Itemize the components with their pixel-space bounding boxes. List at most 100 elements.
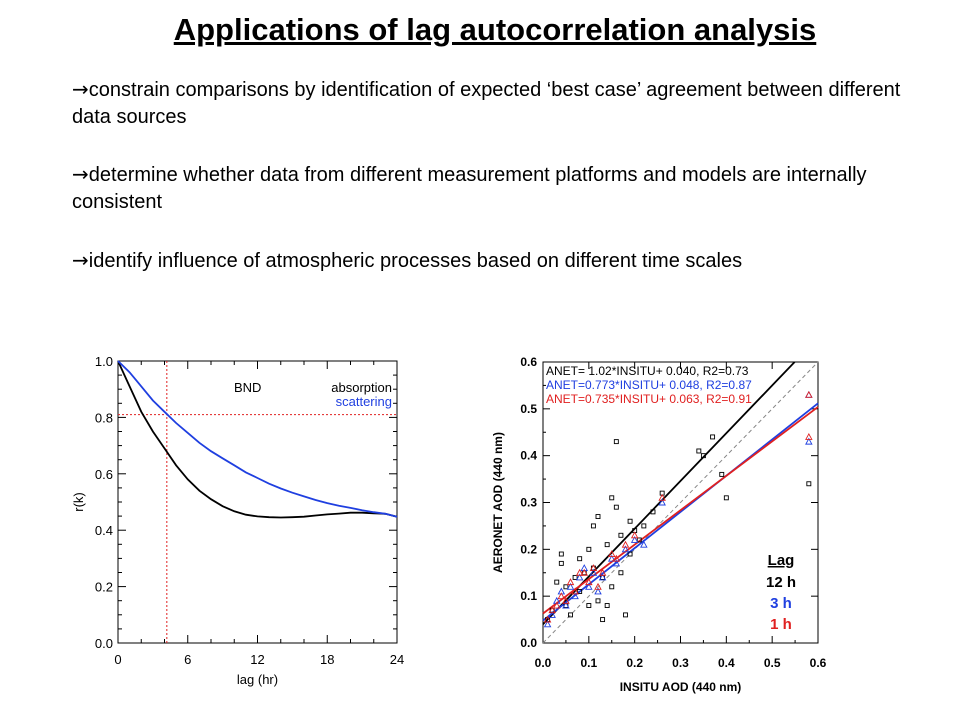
y-tick-label: 1.0 xyxy=(95,354,113,369)
x-tick-label: 24 xyxy=(390,652,404,667)
data-point-3h xyxy=(575,573,584,581)
data-point-12h xyxy=(595,598,601,604)
data-point-12h xyxy=(618,570,624,576)
bullet-text: constrain comparisons by identification … xyxy=(72,79,901,128)
data-point-12h xyxy=(590,523,596,529)
data-point-12h xyxy=(636,537,642,543)
bullet-item: →constrain comparisons by identification… xyxy=(72,76,922,131)
data-point-12h xyxy=(650,509,656,515)
data-point-3h xyxy=(612,559,621,567)
fit-line-12h xyxy=(542,361,796,625)
y-tick-label: 0.3 xyxy=(520,496,537,510)
data-point-12h xyxy=(558,560,564,566)
y-axis-label: r(k) xyxy=(71,492,86,512)
data-point-12h xyxy=(719,471,725,477)
data-point-1h xyxy=(562,596,570,604)
x-axis-label: lag (hr) xyxy=(237,672,278,687)
y-tick-label: 0.6 xyxy=(520,355,537,369)
legend-entry: absorption xyxy=(331,380,392,395)
y-axis-label: AERONET AOD (440 nm) xyxy=(491,432,505,573)
data-point-1h xyxy=(598,568,607,576)
y-tick-label: 0.8 xyxy=(95,410,113,425)
y-tick-label: 0.2 xyxy=(520,542,537,556)
data-point-1h xyxy=(589,564,598,572)
data-point-1h xyxy=(543,615,552,623)
data-point-3h xyxy=(585,582,593,590)
x-tick-label: 0.5 xyxy=(764,656,781,670)
series-line-scattering xyxy=(117,360,398,518)
x-tick-label: 18 xyxy=(320,652,334,667)
data-point-12h xyxy=(627,518,633,524)
data-point-1h xyxy=(566,578,575,586)
y-tick-label: 0.0 xyxy=(95,636,113,651)
data-point-12h xyxy=(723,495,729,501)
data-point-12h xyxy=(586,603,592,608)
data-point-12h xyxy=(627,551,633,557)
series-line-absorption xyxy=(117,360,398,519)
data-point-12h xyxy=(572,574,578,580)
y-tick-label: 0.6 xyxy=(95,467,113,482)
data-point-1h xyxy=(552,601,561,609)
arrow-icon: → xyxy=(72,162,89,186)
fit-equation: ANET=0.735*INSITU+ 0.063, R2=0.91 xyxy=(546,392,752,406)
data-point-3h xyxy=(566,582,575,590)
data-point-3h xyxy=(621,545,630,553)
data-point-12h xyxy=(604,542,610,548)
data-point-12h xyxy=(558,551,564,557)
y-tick-label: 0.4 xyxy=(95,523,113,538)
data-point-1h xyxy=(571,587,579,595)
data-point-3h xyxy=(630,536,639,543)
data-point-1h xyxy=(607,550,616,557)
data-point-1h xyxy=(630,531,639,539)
data-point-12h xyxy=(613,504,619,510)
data-point-1h xyxy=(612,554,621,562)
x-tick-label: 0 xyxy=(114,652,121,667)
data-point-3h xyxy=(543,620,552,628)
arrow-icon: → xyxy=(72,248,89,272)
data-point-3h xyxy=(607,554,616,562)
y-tick-label: 0.2 xyxy=(95,580,113,595)
data-point-1h xyxy=(580,568,589,576)
x-axis-label: INSITU AOD (440 nm) xyxy=(620,680,742,694)
y-tick-label: 0.5 xyxy=(520,402,537,416)
x-tick-label: 0.0 xyxy=(535,656,552,670)
legend-entry: scattering xyxy=(336,394,392,409)
arrow-icon: → xyxy=(72,77,89,101)
x-tick-label: 0.6 xyxy=(810,656,827,670)
data-point-3h xyxy=(571,592,579,600)
data-point-12h xyxy=(604,603,610,608)
legend-entry: 3 h xyxy=(770,595,792,612)
bullet-text: identify influence of atmospheric proces… xyxy=(88,250,743,272)
data-point-3h xyxy=(640,540,648,548)
data-point-1h xyxy=(575,568,584,576)
data-point-3h xyxy=(594,587,602,595)
data-point-12h xyxy=(609,584,615,590)
data-point-12h xyxy=(609,495,615,501)
data-point-12h xyxy=(613,439,619,445)
data-point-12h xyxy=(554,579,560,585)
data-point-12h xyxy=(618,532,624,538)
x-tick-label: 0.4 xyxy=(718,656,735,670)
data-point-3h xyxy=(548,610,556,618)
data-point-1h xyxy=(805,390,813,398)
chart-annotation: BND xyxy=(234,380,261,395)
data-point-1h xyxy=(594,582,602,590)
legend-entry: 1 h xyxy=(770,616,792,633)
fit-equation: ANET= 1.02*INSITU+ 0.040, R2=0.73 xyxy=(546,364,749,378)
x-tick-label: 0.2 xyxy=(626,656,643,670)
fit-equation: ANET=0.773*INSITU+ 0.048, R2=0.87 xyxy=(546,378,752,392)
bullet-item: →determine whether data from different m… xyxy=(72,161,922,216)
data-point-12h xyxy=(586,546,592,552)
x-tick-label: 12 xyxy=(250,652,264,667)
x-tick-label: 6 xyxy=(184,652,191,667)
data-point-12h xyxy=(577,556,583,562)
data-point-3h xyxy=(562,601,570,609)
data-point-3h xyxy=(658,498,666,506)
slide-title: Applications of lag autocorrelation anal… xyxy=(173,12,817,47)
data-point-1h xyxy=(805,432,813,440)
data-point-1h xyxy=(658,493,666,501)
data-point-12h xyxy=(641,523,647,529)
y-tick-label: 0.0 xyxy=(520,636,537,650)
